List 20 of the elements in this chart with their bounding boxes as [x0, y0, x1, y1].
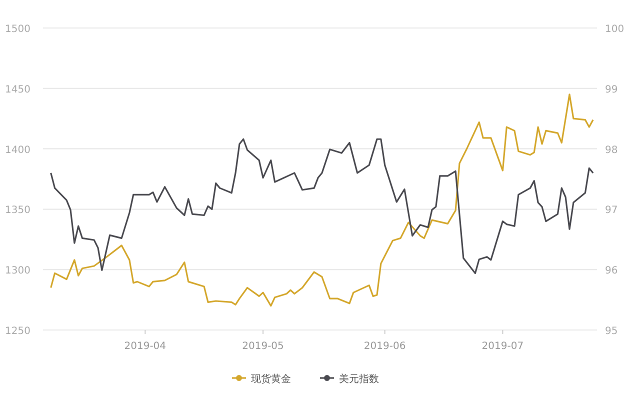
y2-tick-label: 99 — [605, 84, 618, 96]
y2-tick-label: 98 — [605, 144, 618, 156]
x-tick-label: 2019-06 — [364, 341, 406, 352]
y2-tick-label: 100 — [605, 24, 624, 35]
y-tick-label: 1450 — [5, 84, 30, 96]
y2-tick-label: 97 — [605, 205, 618, 216]
x-tick-label: 2019-07 — [482, 341, 524, 352]
y-tick-label: 1500 — [5, 24, 30, 35]
y2-tick-label: 96 — [605, 266, 618, 277]
y-tick-label: 1250 — [5, 326, 30, 337]
y-tick-label: 1350 — [5, 205, 30, 216]
y-tick-label: 1300 — [5, 266, 30, 277]
y2-tick-label: 95 — [605, 326, 618, 337]
line-series — [50, 94, 594, 307]
line-series — [50, 138, 594, 274]
y-tick-label: 1400 — [5, 144, 30, 156]
legend-label: 美元指数 — [339, 373, 379, 385]
x-tick-label: 2019-04 — [124, 341, 166, 352]
legend-label: 现货黄金 — [251, 373, 291, 385]
x-tick-label: 2019-05 — [242, 341, 284, 352]
